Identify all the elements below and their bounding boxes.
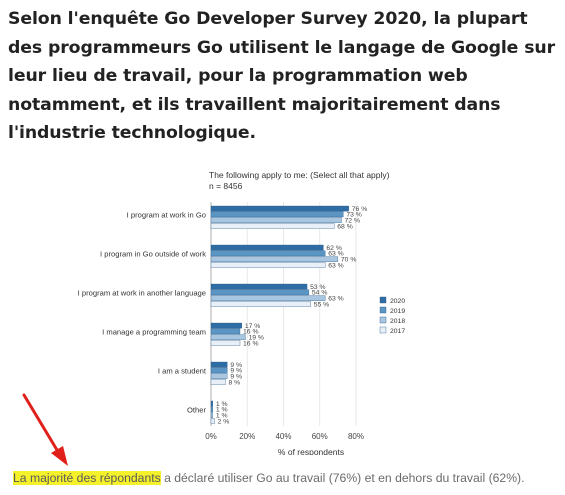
bar-value-label: 63 % <box>328 262 344 269</box>
chart-subtitle: n = 8456 <box>209 181 243 191</box>
category-label: I program at work in Go <box>127 210 206 219</box>
bar-2017 <box>210 379 226 385</box>
bar-value-label: 16 % <box>243 340 259 347</box>
bar-2019 <box>210 211 344 218</box>
x-tick-label: 60% <box>312 432 328 441</box>
bar-2020 <box>210 205 349 212</box>
category-label: I manage a programming team <box>102 327 206 336</box>
category-label: I program at work in another language <box>78 288 206 297</box>
bar-value-label: 16 % <box>243 329 259 336</box>
bar-2017 <box>210 262 326 268</box>
bar-2019 <box>210 406 213 413</box>
bar-value-label: 17 % <box>245 323 261 330</box>
legend-label: 2018 <box>390 318 405 325</box>
bar-value-label: 9 % <box>230 362 242 369</box>
category-label: I am a student <box>158 366 207 375</box>
bar-value-label: 53 % <box>310 284 326 291</box>
bar-2018 <box>210 412 213 418</box>
bar-value-label: 62 % <box>326 245 342 252</box>
bar-2017 <box>210 301 311 307</box>
bar-value-label: 76 % <box>352 206 368 213</box>
bar-value-label: 8 % <box>229 379 241 386</box>
bar-value-label: 2 % <box>218 418 230 425</box>
bar-2020 <box>210 322 242 329</box>
article-headline: Selon l'enquête Go Developer Survey 2020… <box>8 9 556 143</box>
bar-value-label: 1 % <box>216 413 228 420</box>
legend-label: 2019 <box>390 308 405 315</box>
bar-value-label: 68 % <box>337 223 353 230</box>
x-tick-label: 0% <box>205 432 217 441</box>
caption-text: a déclaré utiliser Go au travail (76%) e… <box>160 471 525 485</box>
bar-2020 <box>210 361 228 368</box>
bar-2020 <box>210 400 213 407</box>
category-label: Other <box>187 405 206 414</box>
bar-2018 <box>210 295 326 301</box>
bar-2018 <box>210 217 342 223</box>
bar-value-label: 55 % <box>314 301 330 308</box>
legend-swatch-2017 <box>379 326 387 334</box>
bar-value-label: 19 % <box>248 335 264 342</box>
bar-value-label: 72 % <box>345 218 361 225</box>
bar-value-label: 9 % <box>230 368 242 375</box>
bar-value-label: 1 % <box>216 407 228 414</box>
legend-swatch-2020 <box>379 296 387 304</box>
bar-2018 <box>210 256 339 262</box>
bar-value-label: 1 % <box>216 401 228 408</box>
legend-swatch-2019 <box>379 306 387 314</box>
bar-2017 <box>210 340 241 346</box>
x-tick-labels: 0% 20% 40% 60% 80% <box>205 432 364 441</box>
bar-value-label: 9 % <box>230 374 242 381</box>
bar-2018 <box>210 373 228 379</box>
bar-2019 <box>210 367 228 374</box>
image-caption: La majorité des répondants a déclaré uti… <box>13 471 563 485</box>
bar-2019 <box>210 328 241 335</box>
chart-gridlines <box>210 202 357 426</box>
category-label: I program in Go outside of work <box>100 249 206 258</box>
bar-value-label: 63 % <box>328 296 344 303</box>
x-axis-label: % of respondents <box>278 447 344 455</box>
category-labels: I program at work in Go I program in Go o… <box>78 210 207 414</box>
x-tick-label: 20% <box>239 432 255 441</box>
bar-2019 <box>210 250 326 257</box>
caption-highlight: La majorité des répondants <box>13 471 161 485</box>
bar-marks <box>210 205 349 424</box>
bar-value-label: 73 % <box>346 212 362 219</box>
bar-value-label: 70 % <box>341 257 357 264</box>
legend-swatch-2018 <box>379 316 387 324</box>
chart-title: The following apply to me: (Select all t… <box>209 170 390 180</box>
survey-chart-figure: The following apply to me: (Select all t… <box>60 160 520 455</box>
bar-2017 <box>210 418 215 424</box>
bar-2020 <box>210 283 308 290</box>
bar-value-label: 54 % <box>312 290 328 297</box>
chart-legend: 2020 2019 2018 2017 <box>379 296 405 335</box>
x-tick-label: 40% <box>275 432 291 441</box>
bar-2017 <box>210 223 335 229</box>
legend-label: 2020 <box>390 298 405 305</box>
legend-label: 2017 <box>390 328 405 335</box>
survey-bar-chart: The following apply to me: (Select all t… <box>78 170 406 455</box>
bar-data-labels: 76 %73 %72 %68 %62 %63 %70 %63 %53 %54 %… <box>216 206 367 425</box>
bar-2018 <box>210 334 246 340</box>
bar-2019 <box>210 289 310 296</box>
bar-value-label: 63 % <box>328 251 344 258</box>
x-tick-label: 80% <box>348 432 364 441</box>
bar-2020 <box>210 244 324 251</box>
